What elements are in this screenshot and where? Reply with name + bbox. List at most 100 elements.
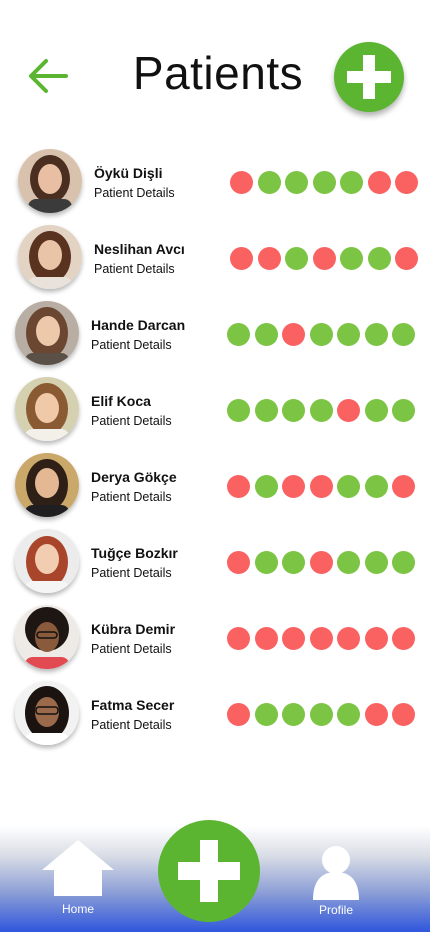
patient-row[interactable]: Hande Darcan Patient Details (0, 301, 430, 367)
patient-name: Tuğçe Bozkır (91, 545, 178, 561)
status-dot-red (227, 551, 250, 574)
back-button[interactable] (26, 56, 70, 96)
status-dot-green (392, 323, 415, 346)
patient-row[interactable]: Fatma Secer Patient Details (0, 681, 430, 747)
avatar (15, 605, 79, 669)
add-patient-button[interactable] (334, 42, 404, 112)
status-dot-green (364, 399, 388, 422)
status-dot-green (364, 475, 388, 498)
status-dot-red (392, 627, 415, 650)
status-dot-red (227, 703, 250, 726)
status-dot-red (309, 627, 333, 650)
status-dot-green (367, 247, 391, 270)
status-dot-green (257, 171, 281, 194)
status-dot-green (282, 703, 305, 726)
patient-details-link[interactable]: Patient Details (94, 262, 175, 276)
status-dot-green (340, 247, 363, 270)
status-dot-red (257, 247, 281, 270)
status-dot-red (230, 247, 253, 270)
patient-row[interactable]: Derya Gökçe Patient Details (0, 453, 430, 519)
patient-details-link[interactable]: Patient Details (91, 566, 172, 580)
status-dot-green (309, 323, 333, 346)
nav-profile-button[interactable]: Profile (306, 844, 366, 920)
status-dot-green (364, 323, 388, 346)
avatar (15, 377, 79, 441)
nav-profile-label: Profile (318, 903, 353, 917)
status-dot-green (254, 703, 278, 726)
patient-details-link[interactable]: Patient Details (91, 414, 172, 428)
avatar (15, 301, 79, 365)
patient-details-link[interactable]: Patient Details (91, 338, 172, 352)
status-dot-red (254, 627, 278, 650)
page-title: Patients (132, 47, 304, 99)
status-dot-red (282, 323, 305, 346)
status-dot-green (227, 323, 250, 346)
status-dot-green (309, 399, 333, 422)
status-dot-red (230, 171, 253, 194)
status-dot-green (340, 171, 363, 194)
plus-icon (178, 840, 240, 902)
patient-details-link[interactable]: Patient Details (91, 718, 172, 732)
patient-details-link[interactable]: Patient Details (94, 186, 175, 200)
user-icon (313, 846, 359, 900)
status-dot-green (337, 703, 360, 726)
patient-name: Fatma Secer (91, 697, 175, 713)
avatar (18, 149, 82, 213)
status-dot-green (337, 551, 360, 574)
patient-row[interactable]: Tuğçe Bozkır Patient Details (0, 529, 430, 595)
patient-name: Neslihan Avcı (94, 241, 185, 257)
status-dot-green (337, 475, 360, 498)
status-dot-red (309, 475, 333, 498)
status-dot-red (364, 627, 388, 650)
status-dot-green (254, 475, 278, 498)
status-dot-green (254, 323, 278, 346)
status-dot-green (337, 323, 360, 346)
status-dot-green (282, 399, 305, 422)
status-dot-red (312, 247, 336, 270)
patient-details-link[interactable]: Patient Details (91, 642, 172, 656)
status-dot-red (364, 703, 388, 726)
status-dot-green (309, 703, 333, 726)
status-dot-red (309, 551, 333, 574)
patient-name: Öykü Dişli (94, 165, 163, 181)
plus-icon (347, 55, 391, 99)
status-dot-red (227, 627, 250, 650)
patient-row[interactable]: Neslihan Avcı Patient Details (0, 225, 430, 291)
status-dot-red (227, 475, 250, 498)
status-dot-red (367, 171, 391, 194)
status-dot-green (312, 171, 336, 194)
nav-home-label: Home (61, 902, 94, 916)
status-dot-red (337, 627, 360, 650)
status-dot-red (282, 475, 305, 498)
patient-row[interactable]: Öykü Dişli Patient Details (0, 149, 430, 215)
patient-name: Derya Gökçe (91, 469, 177, 485)
status-dot-green (285, 247, 308, 270)
status-dot-green (364, 551, 388, 574)
status-dot-green (282, 551, 305, 574)
status-dot-green (392, 399, 415, 422)
status-dot-red (395, 247, 418, 270)
patient-details-link[interactable]: Patient Details (91, 490, 172, 504)
patient-name: Kübra Demir (91, 621, 176, 637)
status-dot-green (227, 399, 250, 422)
patient-row[interactable]: Kübra Demir Patient Details (0, 605, 430, 671)
patient-name: Hande Darcan (91, 317, 186, 333)
status-dot-green (254, 399, 278, 422)
avatar (15, 529, 79, 593)
nav-home-button[interactable]: Home (40, 838, 116, 920)
avatar (15, 681, 79, 745)
status-dot-red (392, 475, 415, 498)
avatar (18, 225, 82, 289)
patient-row[interactable]: Elif Koca Patient Details (0, 377, 430, 443)
avatar (15, 453, 79, 517)
status-dot-red (395, 171, 418, 194)
status-dot-red (282, 627, 305, 650)
status-dot-green (254, 551, 278, 574)
status-dot-red (337, 399, 360, 422)
status-dot-green (285, 171, 308, 194)
status-dot-green (392, 551, 415, 574)
patient-name: Elif Koca (91, 393, 151, 409)
arrow-left-icon (29, 59, 68, 93)
nav-add-button[interactable] (158, 820, 260, 922)
